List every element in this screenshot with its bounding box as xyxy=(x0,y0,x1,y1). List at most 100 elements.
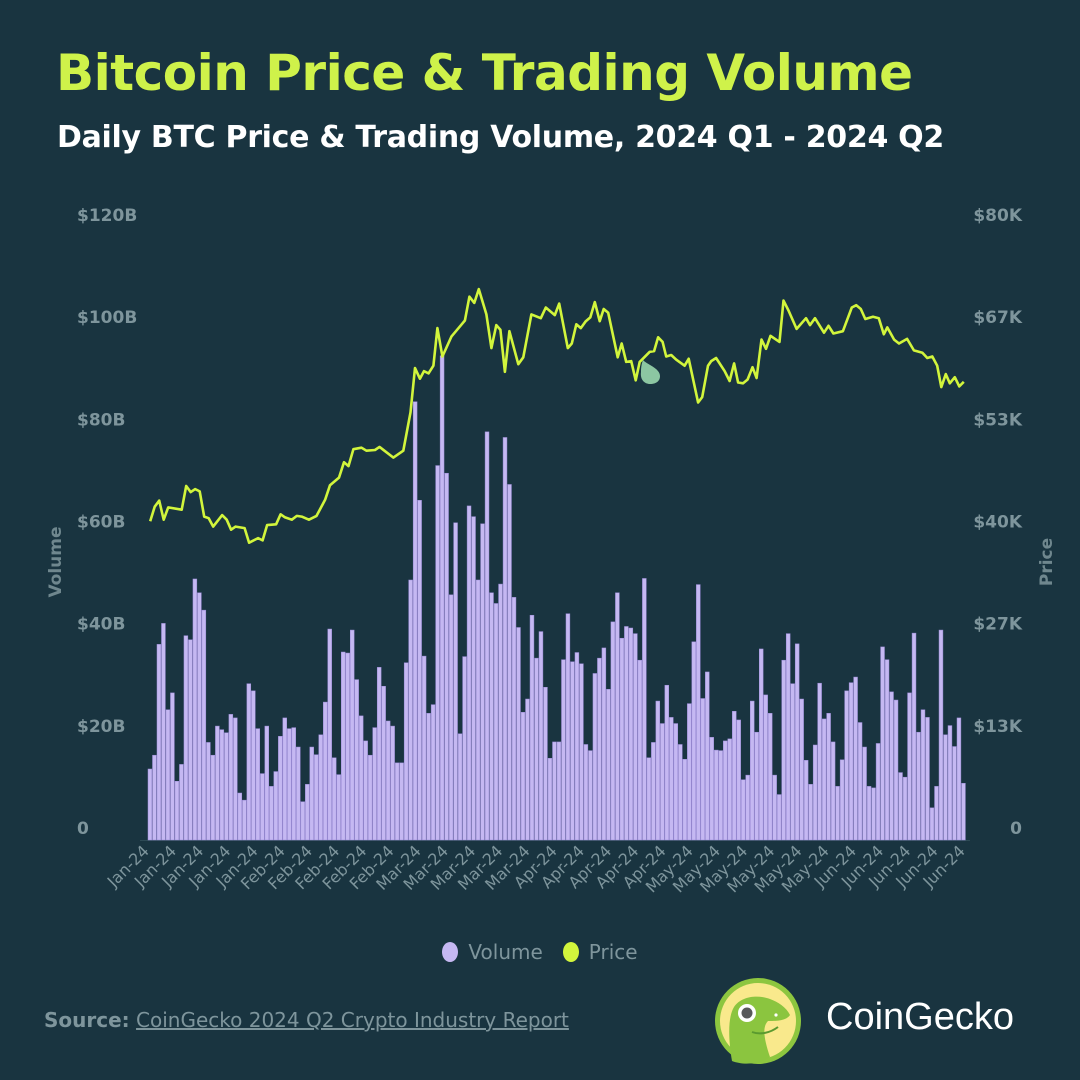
volume-bar xyxy=(803,760,809,841)
volume-bar xyxy=(655,700,661,841)
volume-bar xyxy=(952,746,957,841)
volume-bar xyxy=(893,699,899,841)
volume-bar xyxy=(336,774,341,841)
volume-bar xyxy=(323,701,328,841)
volume-bar xyxy=(287,728,292,841)
legend: Volume Price xyxy=(0,940,1080,964)
volume-bar xyxy=(817,682,822,841)
volume-bar xyxy=(830,741,836,841)
volume-bar xyxy=(453,522,458,841)
volume-bar xyxy=(224,732,229,841)
volume-bar xyxy=(147,768,153,841)
volume-bar xyxy=(565,613,571,841)
volume-bar xyxy=(516,627,521,841)
volume-bar xyxy=(673,723,678,841)
volume-bar xyxy=(700,698,705,841)
left-tick-label: $60B xyxy=(77,513,125,533)
volume-bar xyxy=(619,637,625,841)
volume-bar xyxy=(251,690,256,841)
volume-bar xyxy=(776,794,782,841)
left-tick-label: $20B xyxy=(77,717,125,737)
volume-bar xyxy=(394,762,400,841)
legend-item-price[interactable]: Price xyxy=(562,940,638,964)
volume-bar xyxy=(457,733,463,841)
volume-bar xyxy=(624,626,629,841)
volume-bar xyxy=(583,744,589,841)
volume-bar xyxy=(812,744,818,841)
x-axis-ticks: Jan-24Jan-24Jan-24Jan-24Jan-24Feb-24Feb-… xyxy=(103,841,969,896)
volume-bar xyxy=(821,718,827,841)
volume-bar xyxy=(152,754,157,841)
volume-bar xyxy=(907,692,912,841)
volume-bar xyxy=(403,662,409,841)
volume-bar xyxy=(943,734,948,841)
volume-bar xyxy=(664,684,670,841)
volume-bar xyxy=(579,663,584,841)
volume-bar xyxy=(484,431,490,841)
price-line xyxy=(148,287,965,544)
volume-bar xyxy=(179,764,184,841)
volume-bar xyxy=(934,786,939,841)
volume-bar xyxy=(417,500,422,841)
volume-bar xyxy=(570,661,575,841)
volume-bar xyxy=(911,632,917,841)
volume-bar xyxy=(385,720,391,841)
volume-bar xyxy=(278,736,283,841)
volume-bar xyxy=(592,673,598,841)
volume-bar xyxy=(305,784,310,841)
volume-bar xyxy=(853,676,858,841)
volume-bar xyxy=(916,731,921,841)
right-tick-label: $13K xyxy=(973,717,1022,737)
volume-bar xyxy=(794,643,800,841)
volume-bar xyxy=(156,644,162,841)
volume-bar xyxy=(233,717,238,841)
volume-bar xyxy=(426,713,431,841)
volume-bar xyxy=(269,786,274,841)
volume-bar xyxy=(732,711,737,841)
volume-bar xyxy=(242,799,247,841)
volume-bar xyxy=(197,592,202,841)
volume-bar xyxy=(314,754,319,841)
volume-bar xyxy=(552,741,557,841)
volume-bar xyxy=(848,682,854,841)
volume-bar xyxy=(642,578,647,841)
volume-bar xyxy=(826,713,831,841)
volume-bar xyxy=(547,758,553,841)
volume-bar xyxy=(669,717,674,841)
volume-bar xyxy=(875,743,881,841)
volume-bar xyxy=(507,484,512,841)
legend-label-volume: Volume xyxy=(468,940,543,964)
left-tick-label: $40B xyxy=(77,615,125,635)
volume-bar xyxy=(696,584,701,841)
volume-bar xyxy=(174,781,180,841)
volume-bar xyxy=(376,667,382,841)
volume-bar xyxy=(246,683,252,841)
volume-bar xyxy=(471,516,476,841)
volume-bar xyxy=(925,717,930,841)
right-tick-label: $67K xyxy=(973,308,1022,328)
source-link[interactable]: CoinGecko 2024 Q2 Crypto Industry Report xyxy=(136,1008,569,1032)
volume-bar xyxy=(615,592,620,841)
legend-item-volume[interactable]: Volume xyxy=(442,940,543,964)
volume-bar xyxy=(439,355,445,841)
right-axis-label: Price xyxy=(1037,538,1057,586)
volume-bar xyxy=(354,679,359,841)
volume-bar xyxy=(502,437,508,841)
volume-bar xyxy=(723,740,728,841)
left-axis-label: Volume xyxy=(46,526,66,597)
volume-bar xyxy=(161,623,166,841)
volume-bar xyxy=(390,725,395,841)
volume-bar xyxy=(839,759,845,841)
volume-bar xyxy=(736,719,741,841)
volume-bar xyxy=(421,655,427,841)
volume-bar xyxy=(264,725,269,841)
volume-bar xyxy=(844,690,849,841)
coingecko-logo-icon xyxy=(715,978,801,1064)
left-axis-ticks: 0 $20B $40B $60B $80B $100B $120B xyxy=(77,206,137,839)
chart-subtitle: Daily BTC Price & Trading Volume, 2024 Q… xyxy=(57,120,944,155)
volume-bar xyxy=(628,627,634,841)
volume-bar xyxy=(206,742,211,841)
volume-bar xyxy=(682,759,687,841)
volume-bar xyxy=(498,583,503,841)
droplet-marker-icon xyxy=(640,360,660,384)
